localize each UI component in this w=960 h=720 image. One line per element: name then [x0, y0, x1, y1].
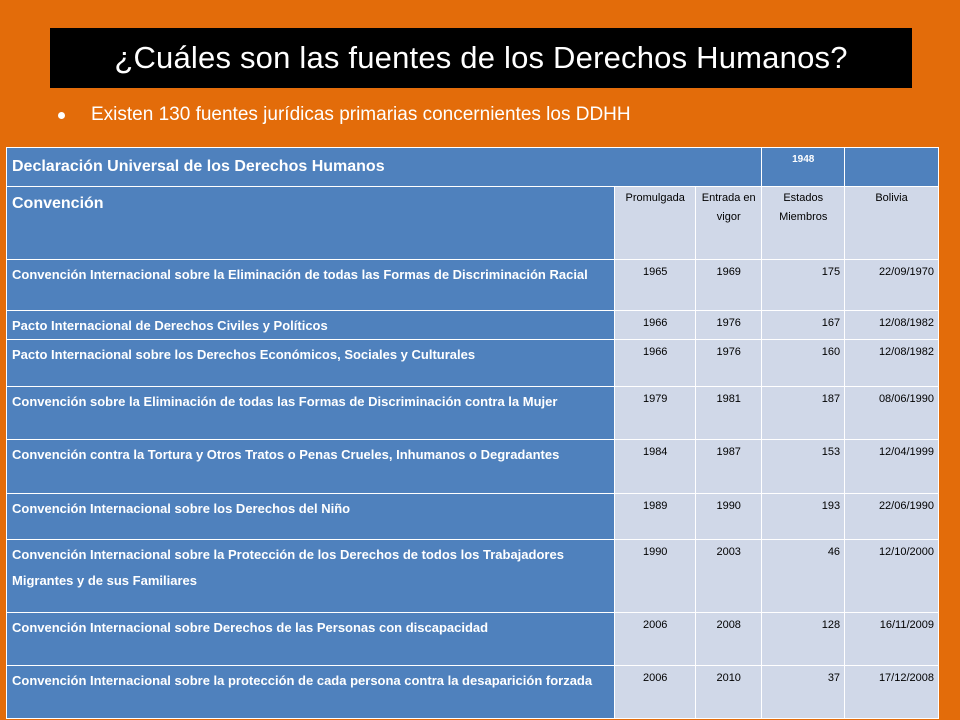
- header-promulgada: Promulgada: [614, 186, 697, 260]
- bullet-icon: [58, 111, 65, 119]
- convention-name: Pacto Internacional de Derechos Civiles …: [5, 310, 616, 340]
- estados-value: 187: [761, 386, 846, 440]
- bolivia-date: 22/09/1970: [844, 259, 939, 311]
- declaration-row: Declaración Universal de los Derechos Hu…: [5, 147, 939, 187]
- table-row: Convención Internacional sobre la Elimin…: [5, 259, 939, 311]
- declaration-year: 1948: [761, 147, 846, 187]
- entrada-value: 2003: [695, 539, 763, 613]
- slide-title-text: ¿Cuáles son las fuentes de los Derechos …: [114, 40, 848, 75]
- table-row: Convención contra la Tortura y Otros Tra…: [5, 439, 939, 494]
- promulgada-value: 1979: [614, 386, 697, 440]
- bolivia-date: 17/12/2008: [844, 665, 939, 719]
- entrada-value: 2010: [695, 665, 763, 719]
- promulgada-value: 1990: [614, 539, 697, 613]
- table-row: Pacto Internacional de Derechos Civiles …: [5, 310, 939, 340]
- entrada-value: 1969: [695, 259, 763, 311]
- convention-name: Convención Internacional sobre los Derec…: [5, 493, 616, 540]
- table-row: Convención Internacional sobre Derechos …: [5, 612, 939, 666]
- bolivia-date: 08/06/1990: [844, 386, 939, 440]
- estados-value: 193: [761, 493, 846, 540]
- table-row: Convención Internacional sobre la protec…: [5, 665, 939, 719]
- promulgada-value: 1966: [614, 310, 697, 340]
- entrada-value: 1987: [695, 439, 763, 494]
- header-entrada: Entrada en vigor: [695, 186, 763, 260]
- entrada-value: 1976: [695, 310, 763, 340]
- estados-value: 175: [761, 259, 846, 311]
- entrada-value: 2008: [695, 612, 763, 666]
- convention-name: Convención Internacional sobre la protec…: [5, 665, 616, 719]
- table-row: Convención Internacional sobre los Derec…: [5, 493, 939, 540]
- slide-title: ¿Cuáles son las fuentes de los Derechos …: [50, 28, 912, 88]
- estados-value: 37: [761, 665, 846, 719]
- bullet-point: Existen 130 fuentes jurídicas primarias …: [58, 100, 631, 130]
- promulgada-value: 2006: [614, 665, 697, 719]
- bolivia-date: 12/04/1999: [844, 439, 939, 494]
- table-row: Convención sobre la Eliminación de todas…: [5, 386, 939, 440]
- declaration-empty-cell: [844, 147, 939, 187]
- header-estados: Estados Miembros: [761, 186, 846, 260]
- convention-name: Convención sobre la Eliminación de todas…: [5, 386, 616, 440]
- declaration-label: Declaración Universal de los Derechos Hu…: [5, 147, 763, 187]
- promulgada-value: 2006: [614, 612, 697, 666]
- estados-value: 160: [761, 339, 846, 387]
- table-row: Convención Internacional sobre la Protec…: [5, 539, 939, 613]
- bullet-text: Existen 130 fuentes jurídicas primarias …: [91, 104, 631, 125]
- promulgada-value: 1966: [614, 339, 697, 387]
- convention-name: Convención Internacional sobre la Protec…: [5, 539, 616, 613]
- bolivia-date: 12/08/1982: [844, 310, 939, 340]
- bolivia-date: 12/10/2000: [844, 539, 939, 613]
- convention-name: Convención contra la Tortura y Otros Tra…: [5, 439, 616, 494]
- estados-value: 46: [761, 539, 846, 613]
- header-convention: Convención: [5, 186, 616, 260]
- bolivia-date: 12/08/1982: [844, 339, 939, 387]
- entrada-value: 1981: [695, 386, 763, 440]
- estados-value: 167: [761, 310, 846, 340]
- estados-value: 128: [761, 612, 846, 666]
- convention-name: Pacto Internacional sobre los Derechos E…: [5, 339, 616, 387]
- header-bolivia: Bolivia: [844, 186, 939, 260]
- entrada-value: 1976: [695, 339, 763, 387]
- human-rights-table: Declaración Universal de los Derechos Hu…: [5, 147, 939, 719]
- promulgada-value: 1965: [614, 259, 697, 311]
- bolivia-date: 22/06/1990: [844, 493, 939, 540]
- promulgada-value: 1984: [614, 439, 697, 494]
- convention-name: Convención Internacional sobre Derechos …: [5, 612, 616, 666]
- promulgada-value: 1989: [614, 493, 697, 540]
- estados-value: 153: [761, 439, 846, 494]
- bolivia-date: 16/11/2009: [844, 612, 939, 666]
- convention-name: Convención Internacional sobre la Elimin…: [5, 259, 616, 311]
- entrada-value: 1990: [695, 493, 763, 540]
- table-row: Pacto Internacional sobre los Derechos E…: [5, 339, 939, 387]
- header-row: Convención Promulgada Entrada en vigor E…: [5, 186, 939, 260]
